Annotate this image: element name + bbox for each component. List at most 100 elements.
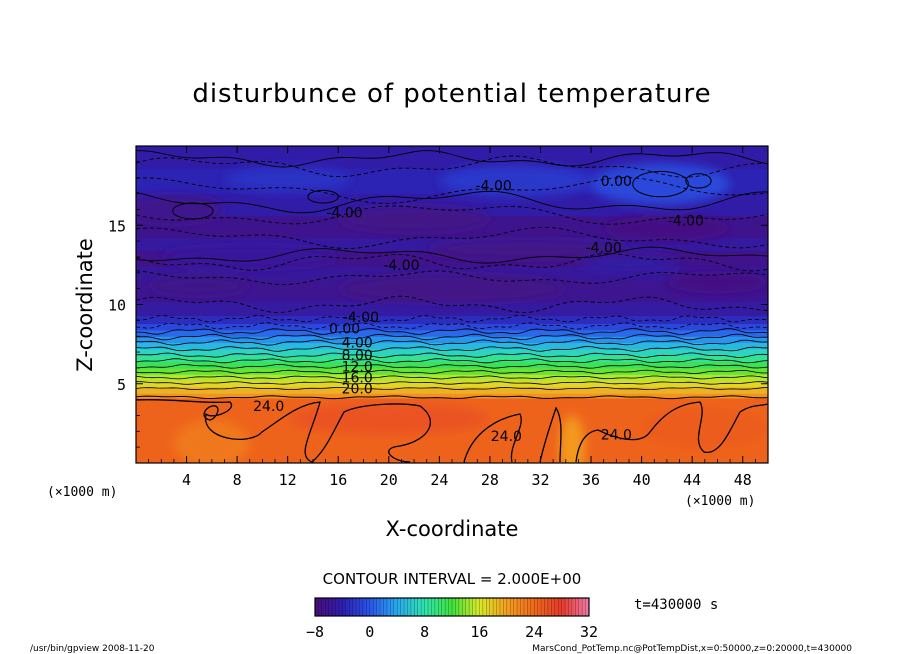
contour-line [307, 189, 339, 204]
colorbar-cell [349, 598, 354, 616]
colorbar-cell [424, 598, 429, 616]
colorbar-cell [335, 598, 340, 616]
colorbar-cell [568, 598, 573, 616]
contour-label: 12.0 [342, 359, 373, 375]
colorbar-cell [404, 598, 408, 616]
contour-label: 4.00 [342, 336, 373, 352]
colorbar-cell [475, 598, 480, 616]
field-anomaly [148, 275, 250, 295]
contour-label: -4.00 [383, 258, 419, 274]
contour-label: -4.00 [586, 240, 622, 256]
colorbar-cell [386, 598, 391, 616]
colorbar-cell [565, 598, 569, 616]
contour-line [172, 202, 214, 220]
contour-label: -4.00 [476, 179, 512, 195]
contour-lines [136, 150, 768, 463]
x-tick-label: 16 [329, 471, 347, 489]
x-axis: 4 8 12 16 20 24 28 32 36 40 44 48 [148, 146, 756, 489]
colorbar-cell [407, 598, 412, 616]
colorbar-cell [458, 598, 463, 616]
field-anomaly [578, 255, 680, 272]
negative-contour [136, 270, 768, 286]
contour-label: 0.00 [329, 321, 360, 337]
contour-line [136, 375, 768, 380]
negative-contour [136, 314, 768, 323]
colorbar-cell [369, 598, 374, 616]
contour-labels: 24.024.0 24.020.016.012.08.004.000.00-4.0… [253, 174, 704, 445]
colorbar-cell [400, 598, 405, 616]
contour-label: -4.00 [668, 213, 704, 229]
colorbar-ticks: −8 0 8 16 24 32 [306, 623, 598, 641]
colorbar-cell [359, 598, 364, 616]
x-tick-label: 40 [633, 471, 651, 489]
color-band [136, 393, 768, 399]
field-anomaly [338, 206, 490, 232]
negative-contour [136, 205, 768, 225]
colorbar-cell [544, 598, 549, 616]
contour-line [685, 173, 712, 189]
y-axis: 5 10 15 [108, 161, 768, 448]
color-band [136, 355, 768, 363]
field-anomaly [559, 415, 585, 463]
contour-label: 24.0 [253, 399, 284, 415]
colorbar-cell [393, 598, 398, 616]
colorbar-cell [585, 598, 590, 616]
field-anomaly [173, 420, 250, 463]
colorbar-cell [472, 598, 477, 616]
colorbar-cell [390, 598, 395, 616]
colorbar-cell [373, 598, 378, 616]
contour-label: 24.0 [491, 429, 522, 445]
negative-contour [136, 322, 768, 330]
colorbar-cell [342, 598, 347, 616]
field-anomaly [136, 195, 225, 224]
plot-area: 24.024.0 24.020.016.012.08.004.000.00-4.0… [136, 146, 768, 463]
color-band [136, 315, 768, 325]
contour-line [632, 170, 689, 198]
contour-line [136, 190, 768, 214]
colorbar-tick-label: 0 [365, 623, 374, 641]
colorbar-tick-label: 32 [580, 623, 598, 641]
colorbar-cell [554, 598, 559, 616]
colorbar-cell [448, 598, 453, 616]
chart-title: disturbunce of potential temperature [192, 79, 711, 109]
contour-label: 0.00 [601, 174, 632, 190]
time-label: t=430000 s [634, 597, 718, 613]
contour-label: -4.00 [326, 206, 362, 222]
colorbar-cell [537, 598, 542, 616]
footer-right: MarsCond_PotTemp.nc@PotTempDist,x=0:5000… [532, 644, 852, 654]
field-anomaly [338, 274, 566, 303]
colorbar-cell [571, 598, 576, 616]
contour-line [136, 363, 768, 369]
negative-contour [136, 295, 768, 314]
field-anomaly [641, 409, 768, 448]
field-anomaly [287, 402, 490, 435]
contour-line [136, 386, 768, 391]
x-tick-label: 28 [481, 471, 499, 489]
x-unit-left: (×1000 m) [47, 485, 117, 500]
x-tick-label: 24 [430, 471, 448, 489]
colorbar-cell [321, 598, 326, 616]
colorbar-cell [421, 598, 425, 616]
contour-line [463, 413, 522, 463]
contour-label: -4.00 [343, 310, 379, 326]
contour-line [136, 345, 768, 352]
colorbar-tick-label: 8 [420, 623, 429, 641]
color-band [136, 336, 768, 344]
colorbar-cell [523, 598, 528, 616]
colorbar [314, 598, 590, 616]
colorbar-cell [489, 598, 494, 616]
colorbar-cell [520, 598, 525, 616]
colorbar-cell [530, 598, 535, 616]
colorbar-cell [486, 598, 491, 616]
colorbar-cell [510, 598, 515, 616]
x-tick-label: 12 [279, 471, 297, 489]
contour-line [575, 401, 768, 463]
contour-line [136, 352, 768, 358]
contour-line [136, 358, 768, 364]
y-tick-label: 10 [108, 297, 126, 315]
negative-contour [136, 155, 768, 178]
x-unit-right: (×1000 m) [685, 494, 755, 509]
color-band [136, 323, 768, 331]
x-tick-label: 20 [380, 471, 398, 489]
